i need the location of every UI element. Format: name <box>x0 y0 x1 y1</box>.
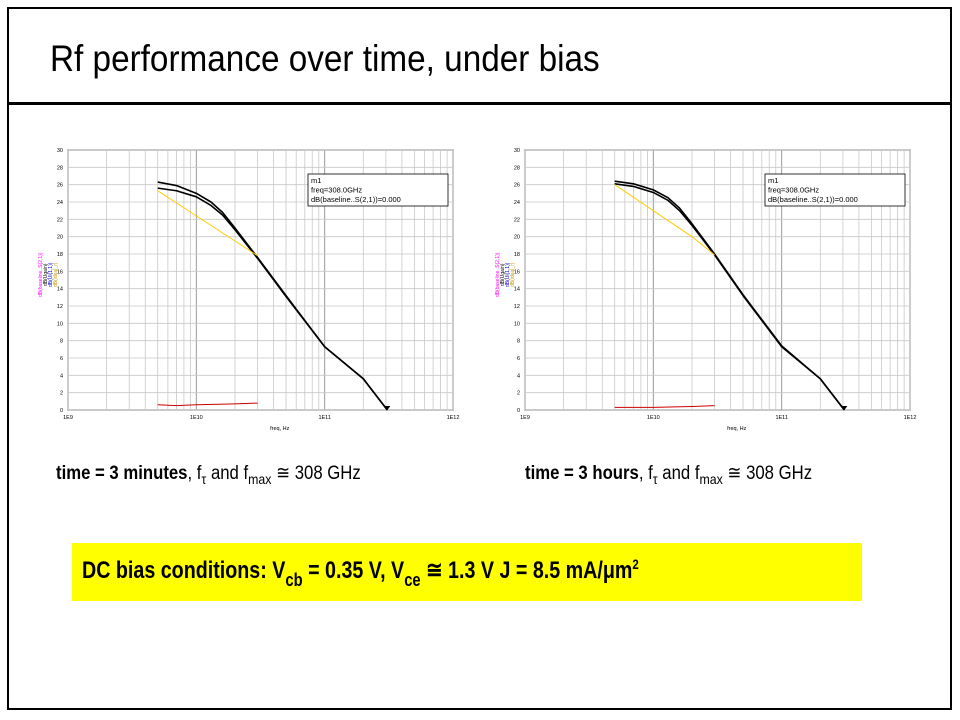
caption-max: max <box>248 471 272 487</box>
caption-left: time = 3 minutes, fτ and fmax ≅ 308 GHz <box>56 462 361 487</box>
marker-box <box>764 173 906 207</box>
caption-text: , f <box>187 463 202 484</box>
y-axis-label-line: dB(Ul(1,1)) <box>505 262 511 287</box>
y-tick-label: 14 <box>514 287 520 293</box>
caption-time: time = 3 minutes <box>56 463 188 484</box>
marker-box-line: dB(baseline..S(2,1))=0.000 <box>768 195 858 204</box>
y-axis-label-line: dB(Ugain) <box>500 263 506 286</box>
x-tick-label: 1E10 <box>190 415 203 421</box>
y-tick-label: 4 <box>517 373 520 379</box>
marker-point <box>841 406 848 410</box>
y-tick-label: 30 <box>514 148 520 154</box>
x-axis-label: freq, Hz <box>270 426 290 432</box>
caption-time: time = 3 hours <box>525 463 639 484</box>
y-tick-label: 26 <box>57 183 63 189</box>
x-tick-label: 1E12 <box>447 415 460 421</box>
y-tick-label: 18 <box>57 252 63 258</box>
y-tick-label: 4 <box>60 373 63 379</box>
y-tick-label: 26 <box>514 183 520 189</box>
caption-approx: ≅ <box>722 463 747 484</box>
bias-sub-ce: ce <box>404 570 421 590</box>
y-tick-label: 22 <box>514 217 520 223</box>
y-tick-label: 30 <box>57 148 63 154</box>
y-tick-label: 12 <box>57 304 63 310</box>
caption-right: time = 3 hours, fτ and fmax ≅ 308 GHz <box>525 462 813 487</box>
bias-conditions-text: DC bias conditions: Vcb = 0.35 V, Vce ≅ … <box>82 556 639 590</box>
y-tick-label: 2 <box>60 391 63 397</box>
series-line <box>614 405 715 408</box>
x-tick-label: 1E11 <box>775 415 787 421</box>
y-tick-label: 18 <box>514 252 520 258</box>
x-tick-label: 1E9 <box>63 415 73 421</box>
y-axis-label-line: dB(baseline..S(2,1)) <box>38 252 44 297</box>
y-tick-label: 12 <box>514 304 520 310</box>
y-tick-label: 6 <box>517 356 520 362</box>
caption-text: , f <box>638 463 653 484</box>
y-axis-label-line: dB(Ugain) <box>43 263 49 286</box>
y-axis-label-line: dB(baseline..S(2,1)) <box>495 252 501 297</box>
caption-value: 308 GHz <box>746 463 813 484</box>
bias-mu: μ <box>602 557 615 584</box>
y-tick-label: 24 <box>57 200 63 206</box>
y-tick-label: 0 <box>60 408 63 414</box>
caption-value: 308 GHz <box>294 463 361 484</box>
y-tick-label: 10 <box>514 321 520 327</box>
bias-text-part: = 0.35 V, V <box>302 557 405 584</box>
marker-box-line: dB(baseline..S(2,1))=0.000 <box>311 195 401 204</box>
y-tick-label: 28 <box>514 165 520 171</box>
caption-text: and f <box>206 463 249 484</box>
bias-text-part: 1.3 V J = 8.5 mA/ <box>448 557 603 584</box>
y-tick-label: 8 <box>60 339 63 345</box>
y-tick-label: 20 <box>57 235 63 241</box>
y-tick-label: 8 <box>517 339 520 345</box>
series-line <box>614 183 845 411</box>
y-tick-label: 10 <box>57 321 63 327</box>
marker-point <box>384 406 391 410</box>
bias-text-part: DC bias conditions: V <box>82 557 286 584</box>
x-tick-label: 1E12 <box>904 415 917 421</box>
series-line <box>157 402 258 407</box>
caption-max: max <box>699 471 723 487</box>
bias-text-part: m <box>614 557 633 584</box>
y-tick-label: 20 <box>514 235 520 241</box>
title-divider <box>7 102 952 105</box>
y-tick-label: 2 <box>517 391 520 397</box>
x-axis-label: freq, Hz <box>727 426 747 432</box>
series-line <box>614 184 715 256</box>
series-line <box>157 190 258 257</box>
bias-sub-cb: cb <box>285 570 303 590</box>
marker-box-line: freq=308.0GHz <box>311 186 362 195</box>
y-tick-label: 0 <box>517 408 520 414</box>
y-tick-label: 24 <box>514 200 520 206</box>
caption-text: and f <box>657 463 700 484</box>
y-axis-label-line: dB(Ul(1,1)) <box>48 262 54 287</box>
series-line <box>157 187 388 411</box>
y-tick-label: 14 <box>57 287 63 293</box>
x-tick-label: 1E11 <box>318 415 330 421</box>
y-tick-label: 6 <box>60 356 63 362</box>
slide-title: Rf performance over time, under bias <box>50 38 600 79</box>
caption-tau: τ <box>201 471 207 487</box>
y-tick-label: 16 <box>57 269 63 275</box>
y-tick-label: 28 <box>57 165 63 171</box>
caption-tau: τ <box>652 471 658 487</box>
marker-box-line: freq=308.0GHz <box>768 186 819 195</box>
y-axis-label-line: dB(ideal_r) <box>53 262 59 287</box>
x-tick-label: 1E9 <box>520 415 530 421</box>
marker-box-line: m1 <box>768 176 778 185</box>
marker-box <box>307 173 449 207</box>
bias-approx: ≅ <box>420 557 449 584</box>
bias-sup: 2 <box>632 556 639 572</box>
x-tick-label: 1E10 <box>647 415 660 421</box>
y-tick-label: 22 <box>57 217 63 223</box>
y-tick-label: 16 <box>514 269 520 275</box>
caption-approx: ≅ <box>271 463 295 484</box>
y-axis-label-line: dB(ideal_r) <box>510 262 516 287</box>
bias-conditions-box: DC bias conditions: Vcb = 0.35 V, Vce ≅ … <box>72 543 862 601</box>
marker-box-line: m1 <box>311 176 321 185</box>
